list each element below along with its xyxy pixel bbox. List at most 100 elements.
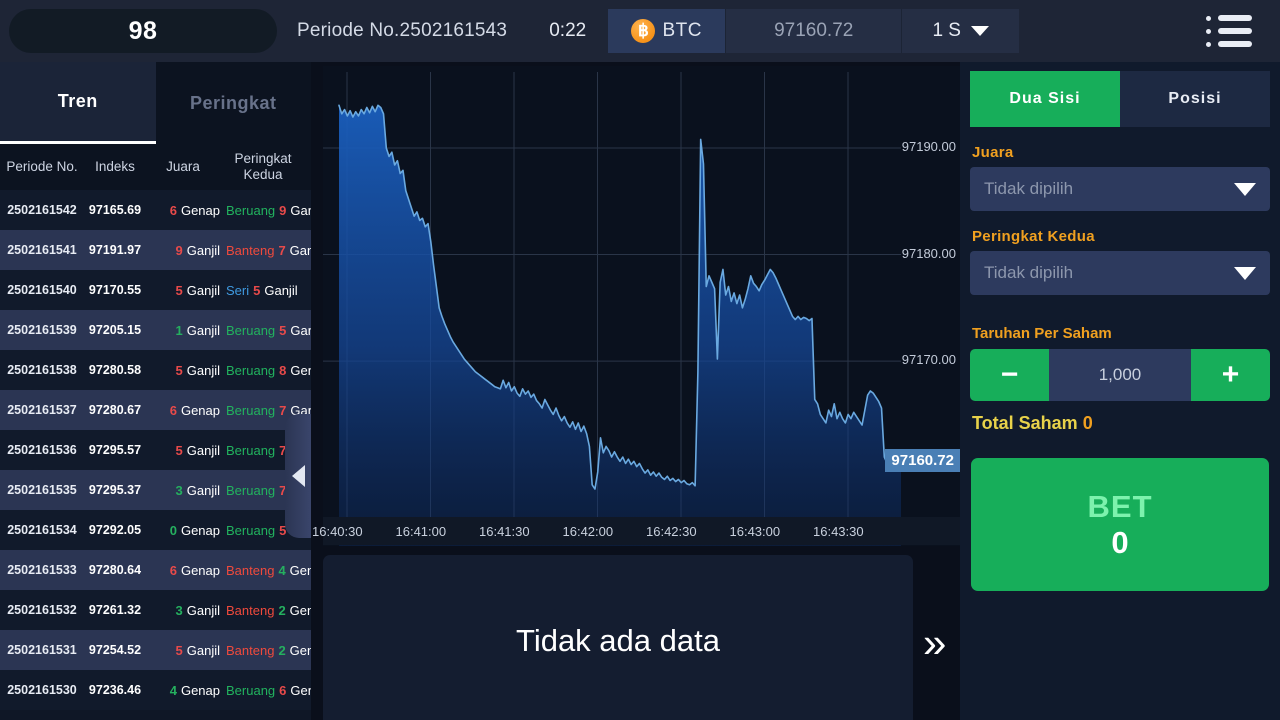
x-axis-tick: 16:41:30: [479, 523, 530, 539]
cell-juara: 1 Ganjil: [146, 323, 220, 338]
chart-area: 97190.00 97180.00 97170.00 97160.72 16:4…: [311, 62, 960, 720]
second-number: 5: [279, 322, 287, 338]
asset-selector-button[interactable]: ฿ BTC: [608, 9, 726, 53]
total-shares-label: Total Saham: [972, 413, 1078, 433]
cell-juara: 0 Genap: [146, 523, 220, 538]
tab-dua-sisi[interactable]: Dua Sisi: [970, 71, 1120, 127]
cell-juara: 3 Ganjil: [146, 603, 220, 618]
bet-button[interactable]: BET 0: [971, 458, 1269, 591]
cell-period: 2502161539: [7, 323, 77, 337]
asset-price-display[interactable]: 97160.72: [725, 9, 902, 53]
second-number: 7: [279, 482, 287, 498]
table-row[interactable]: 2502161540 97170.55 5 Ganjil Seri 5 Ganjil: [0, 270, 311, 310]
cell-second: Beruang7Ganjil: [220, 403, 311, 418]
cell-period: 2502161530: [7, 683, 77, 697]
total-shares-row: Total Saham 0: [972, 413, 1280, 434]
tab-tren[interactable]: Tren: [0, 62, 156, 144]
no-data-panel: Tidak ada data: [323, 555, 913, 720]
cell-second: Banteng2Genap: [220, 642, 311, 658]
column-header-index: Indeks: [95, 159, 135, 175]
second-parity: Ganjil: [290, 402, 311, 418]
menu-bar-icon: [1218, 15, 1252, 21]
asset-name-label: BTC: [662, 20, 702, 41]
trend-tag: Beruang: [226, 362, 276, 378]
cell-period: 2502161535: [7, 483, 77, 497]
cell-index: 97205.15: [88, 323, 142, 337]
juara-select[interactable]: Tidak dipilih: [970, 167, 1270, 211]
tab-posisi[interactable]: Posisi: [1120, 71, 1270, 127]
juara-number: 5: [175, 442, 183, 458]
y-axis-tick-0: 97190.00: [901, 138, 956, 154]
cell-period: 2502161533: [7, 563, 77, 577]
sidebar-collapse-handle[interactable]: [285, 414, 311, 538]
stake-increment-button[interactable]: +: [1191, 349, 1270, 401]
juara-parity: Ganjil: [186, 282, 220, 298]
juara-number: 6: [169, 202, 177, 218]
second-parity: Ganjil: [264, 282, 298, 298]
balance-value: 98: [128, 16, 158, 45]
price-chart[interactable]: 97190.00 97180.00 97170.00 97160.72: [323, 66, 960, 546]
tab-peringkat[interactable]: Peringkat: [189, 92, 277, 113]
cell-index: 97165.69: [88, 203, 142, 217]
chevron-down-icon: [1234, 266, 1256, 280]
bet-panel: Dua Sisi Posisi Juara Tidak dipilih Peri…: [960, 62, 1280, 720]
juara-parity: Ganjil: [186, 602, 220, 618]
cell-period: 2502161540: [7, 283, 77, 297]
cell-juara: 3 Ganjil: [146, 483, 220, 498]
cell-index: 97280.58: [88, 363, 142, 377]
juara-parity: Genap: [180, 562, 220, 578]
second-parity: Genap: [290, 362, 311, 378]
balance-display[interactable]: 98: [9, 9, 277, 53]
timeframe-selector[interactable]: 1 S: [901, 9, 1020, 53]
second-parity: Ganjil: [290, 202, 311, 218]
y-axis-tick-2: 97170.00: [901, 352, 956, 368]
second-number: 7: [279, 442, 287, 458]
second-parity: Genap: [290, 682, 311, 698]
stake-input[interactable]: 1,000: [1049, 349, 1191, 401]
cell-period: 2502161542: [7, 203, 77, 217]
double-chevron-right-icon[interactable]: »: [923, 619, 947, 666]
cell-index: 97295.37: [88, 483, 142, 497]
stake-per-share-label: Taruhan Per Saham: [972, 325, 1112, 342]
column-header-second: Peringkat Kedua: [234, 151, 292, 182]
stake-decrement-button[interactable]: −: [970, 349, 1049, 401]
cell-second: Banteng2Genap: [220, 603, 311, 618]
peringkat-kedua-select[interactable]: Tidak dipilih: [970, 251, 1270, 295]
second-number: 7: [278, 242, 286, 258]
cell-second: Banteng7Ganjil: [220, 242, 311, 258]
period-number-label: Periode No.2502161543: [297, 20, 508, 41]
juara-number: 5: [175, 282, 183, 298]
x-axis-tick: 16:42:00: [562, 523, 614, 539]
cell-second: Banteng4Genap: [220, 563, 311, 578]
second-number: 2: [278, 642, 286, 658]
x-axis-ticks: 16:40:30 16:41:00 16:41:30 16:42:00 16:42:30…: [312, 517, 960, 545]
peringkat-kedua-select-value: Tidak dipilih: [984, 263, 1074, 282]
sidebar-tabs: Tren Peringkat: [0, 62, 311, 144]
juara-parity: Ganjil: [186, 642, 220, 658]
juara-number: 3: [175, 482, 183, 498]
trend-tag: Beruang: [226, 482, 276, 498]
cell-period: 2502161531: [7, 643, 77, 657]
chevron-left-icon: [291, 465, 305, 487]
history-table-body[interactable]: 250216154297165.696GenapBeruang9Ganjil25…: [0, 190, 311, 720]
juara-parity: Ganjil: [186, 362, 220, 378]
chart-svg: [323, 66, 960, 546]
juara-number: 5: [175, 362, 183, 378]
y-axis-tick-1: 97180.00: [901, 245, 956, 261]
list-menu-icon[interactable]: [1206, 11, 1258, 51]
cell-period: 2502161536: [7, 443, 77, 457]
cell-juara: 5 Ganjil: [146, 283, 220, 298]
cell-juara: 6 Genap: [146, 403, 220, 418]
